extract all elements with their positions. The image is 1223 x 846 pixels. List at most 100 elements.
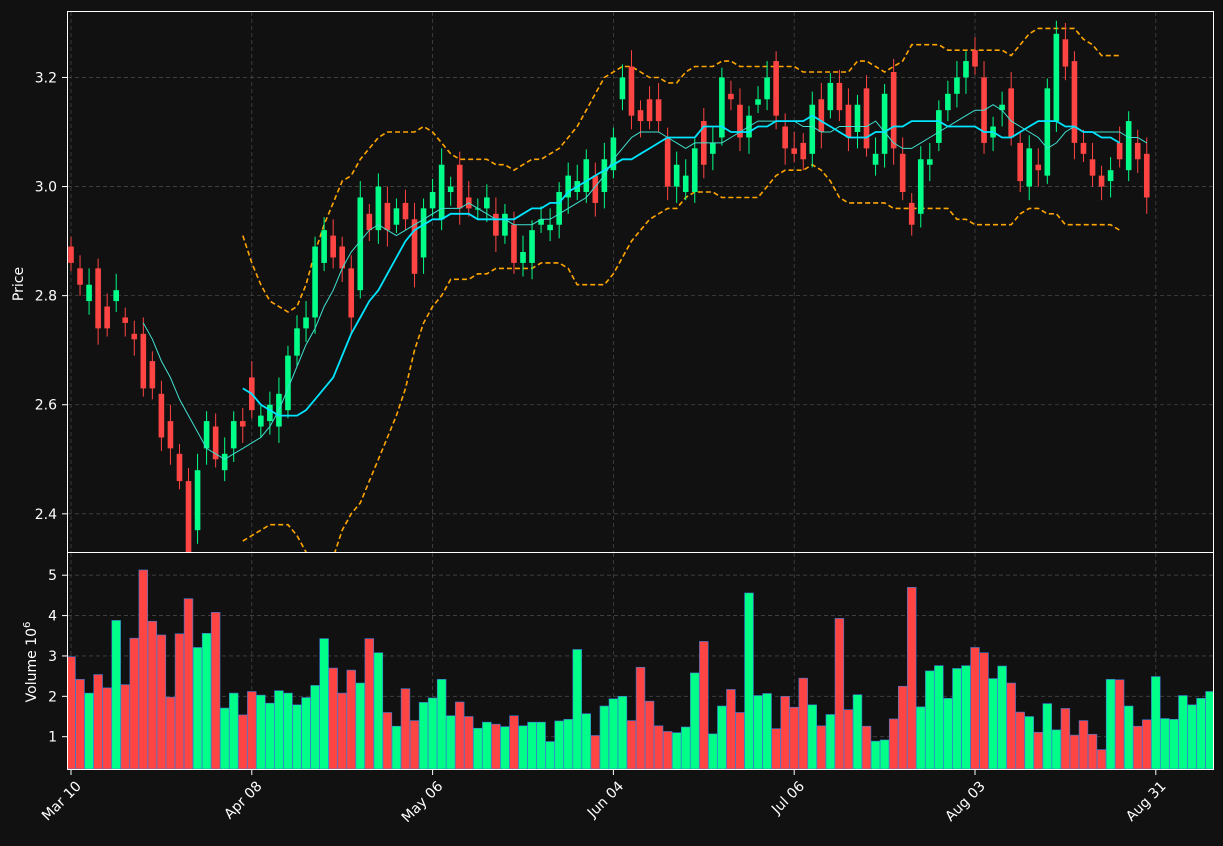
volume-bar-18 <box>229 692 239 769</box>
candle-99 <box>963 51 969 94</box>
candle-12 <box>176 444 183 490</box>
volume-bar-87 <box>852 694 863 769</box>
candle-body-18 <box>230 421 237 449</box>
volume-bar-121 <box>1160 718 1170 769</box>
candle-57 <box>583 149 590 203</box>
candle-41 <box>438 148 445 231</box>
candle-body-83 <box>818 99 825 132</box>
candle-67 <box>673 151 680 203</box>
candle-16 <box>212 413 219 468</box>
candle-body-117 <box>1125 121 1132 171</box>
candle-47 <box>493 197 499 252</box>
candle-96 <box>936 100 942 152</box>
candle-113 <box>1089 142 1096 187</box>
candle-body-97 <box>945 93 951 111</box>
candle-body-82 <box>809 104 816 154</box>
volume-bar-114 <box>1096 749 1107 769</box>
volume-bar-41 <box>436 679 447 769</box>
candle-body-5 <box>113 290 119 302</box>
volume-bar-88 <box>861 725 872 769</box>
candle-76 <box>755 86 761 113</box>
candle-22 <box>267 391 273 435</box>
volume-bar-105 <box>1015 711 1025 769</box>
volume-bar-106 <box>1024 716 1034 769</box>
volume-tick-label-3: 4 <box>48 609 57 625</box>
candle-body-25 <box>294 328 300 356</box>
volume-bar-45 <box>473 727 483 769</box>
candle-body-48 <box>502 213 508 236</box>
candle-body-47 <box>493 213 499 236</box>
candle-body-77 <box>764 77 770 100</box>
candle-body-32 <box>357 197 364 291</box>
candle-104 <box>1008 72 1014 146</box>
candle-69 <box>691 138 698 203</box>
volume-axis-label-base: Volume 10 <box>24 628 40 702</box>
candle-body-30 <box>339 246 345 269</box>
volume-bar-99 <box>961 665 971 769</box>
volume-bar-15 <box>201 633 212 769</box>
candle-body-104 <box>1008 88 1014 138</box>
candle-43 <box>456 151 463 225</box>
candle-body-95 <box>927 159 933 165</box>
candle-body-54 <box>556 192 562 225</box>
volume-bars <box>68 569 1214 769</box>
candle-body-87 <box>854 104 861 132</box>
volume-bar-35 <box>382 712 393 769</box>
candle-71 <box>710 126 716 171</box>
volume-bar-5 <box>111 620 121 769</box>
candle-29 <box>330 219 336 269</box>
volume-bar-77 <box>762 693 772 769</box>
volume-bar-68 <box>681 726 691 769</box>
volume-bar-24 <box>283 692 293 769</box>
candle-body-12 <box>176 453 183 482</box>
volume-bar-81 <box>798 677 808 769</box>
candle-body-78 <box>773 61 779 116</box>
volume-bar-19 <box>238 714 248 769</box>
candle-body-19 <box>239 421 246 427</box>
volume-bar-76 <box>753 695 763 769</box>
volume-tick-label-0: 1 <box>48 730 57 746</box>
candle-36 <box>393 198 400 233</box>
volume-bar-103 <box>997 665 1007 769</box>
volume-bar-112 <box>1078 720 1089 769</box>
candles <box>68 20 1150 552</box>
candle-74 <box>737 88 743 152</box>
volume-bar-74 <box>735 712 745 769</box>
volume-bar-48 <box>500 726 510 769</box>
volume-bar-29 <box>328 667 338 769</box>
price-tick-label-4: 3.2 <box>35 70 57 86</box>
volume-bar-26 <box>301 697 311 769</box>
candle-body-114 <box>1098 175 1105 187</box>
candle-body-17 <box>221 453 228 471</box>
volume-bar-36 <box>391 725 402 769</box>
candle-15 <box>203 411 210 465</box>
candle-body-31 <box>348 268 355 318</box>
volume-bar-55 <box>563 719 573 769</box>
candle-body-119 <box>1143 153 1150 198</box>
volume-tick-label-2: 3 <box>48 649 57 665</box>
candle-body-63 <box>637 110 644 122</box>
candle-35 <box>384 186 391 247</box>
candle-100 <box>972 37 978 75</box>
candle-body-80 <box>791 148 797 154</box>
candle-46 <box>484 184 490 222</box>
candle-72 <box>719 67 725 146</box>
candle-body-85 <box>836 82 843 111</box>
candle-5 <box>113 273 119 312</box>
candle-body-111 <box>1071 61 1078 143</box>
volume-bar-58 <box>590 735 601 769</box>
volume-bar-120 <box>1151 676 1161 769</box>
volume-bar-39 <box>418 702 429 769</box>
volume-bar-67 <box>671 732 682 769</box>
candle-body-1 <box>77 268 83 285</box>
volume-bar-13 <box>183 598 194 769</box>
candle-body-84 <box>827 82 834 111</box>
candle-body-13 <box>185 481 192 552</box>
candle-body-98 <box>954 77 960 94</box>
volume-bar-115 <box>1105 679 1116 769</box>
volume-bar-16 <box>210 612 221 769</box>
candle-body-94 <box>917 159 924 214</box>
candle-114 <box>1098 165 1105 201</box>
